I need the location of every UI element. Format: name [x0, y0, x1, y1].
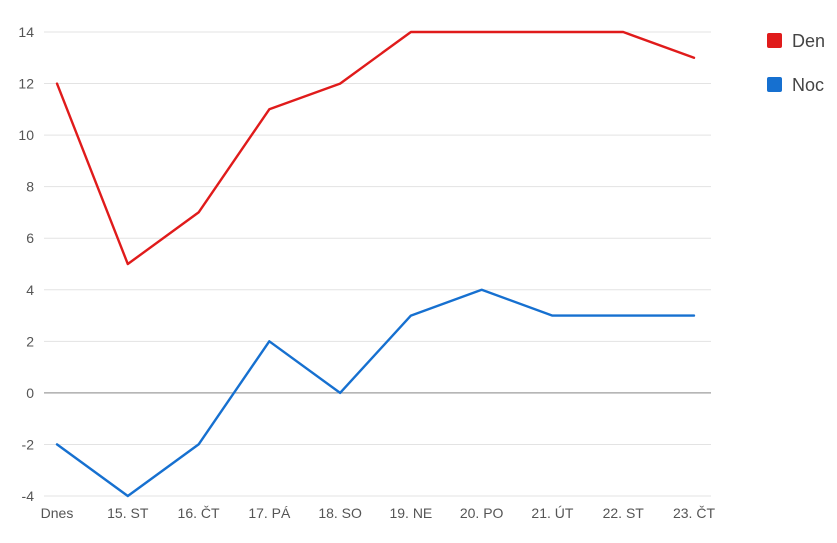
x-tick-label: 22. ST [603, 505, 645, 521]
y-tick-label: 12 [18, 76, 34, 92]
x-tick-label: 23. ČT [673, 505, 715, 521]
x-tick-label: 17. PÁ [248, 505, 291, 521]
x-tick-label: 21. ÚT [531, 505, 573, 521]
y-tick-label: 2 [26, 333, 34, 349]
x-tick-label: 19. NE [389, 505, 432, 521]
x-tick-label: 16. ČT [178, 505, 220, 521]
y-axis-tick-labels: -4 -2 0 2 4 6 8 10 12 14 [18, 24, 34, 504]
series-line-den [55, 30, 696, 266]
y-tick-label: -2 [22, 436, 35, 452]
y-tick-label: 4 [26, 282, 34, 298]
y-tick-label: 6 [26, 230, 34, 246]
x-tick-label: 15. ST [107, 505, 149, 521]
legend: Den Noc [767, 31, 825, 95]
y-tick-label: 0 [26, 385, 34, 401]
legend-label-den: Den [792, 31, 825, 51]
series-lines [55, 30, 696, 498]
y-tick-label: 10 [18, 127, 34, 143]
legend-label-noc: Noc [792, 75, 824, 95]
grid-lines [44, 31, 711, 497]
legend-swatch-noc [767, 77, 782, 92]
x-tick-label: 18. SO [318, 505, 362, 521]
x-tick-label: Dnes [41, 505, 74, 521]
y-tick-label: 8 [26, 179, 34, 195]
legend-swatch-den [767, 33, 782, 48]
series-line-noc [55, 288, 696, 498]
x-tick-label: 20. PO [460, 505, 504, 521]
x-axis-tick-labels: Dnes 15. ST 16. ČT 17. PÁ 18. SO 19. NE 20. PO… [41, 505, 716, 521]
y-tick-label: 14 [18, 24, 34, 40]
y-tick-label: -4 [22, 488, 35, 504]
